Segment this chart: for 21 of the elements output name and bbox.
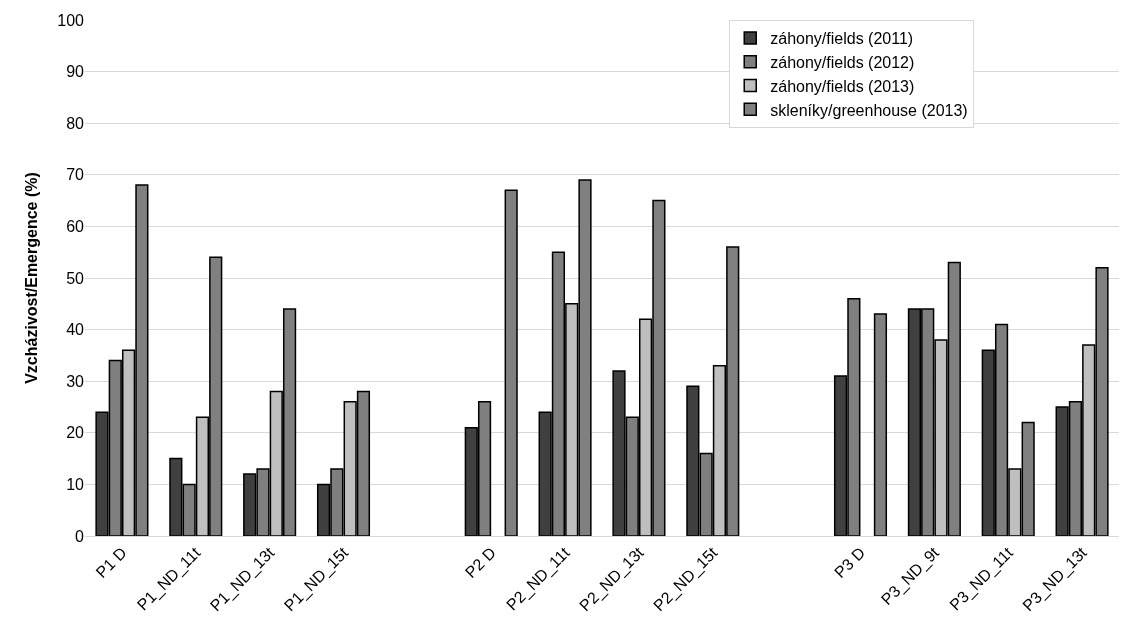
x-tick-label: P1 D: [92, 543, 130, 582]
legend-label: záhony/fields (2012): [770, 53, 915, 71]
y-tick-label: 60: [66, 218, 85, 235]
bar: [504, 189, 518, 536]
y-tick-label: 0: [75, 527, 85, 545]
x-tick-label: P2 D: [461, 543, 499, 582]
x-tick-label: P3 D: [831, 543, 869, 582]
y-tick-label: 20: [66, 424, 85, 442]
y-tick-label: 70: [66, 166, 85, 184]
legend-label: záhony/fields (2011): [770, 30, 914, 48]
y-tick-label: 80: [66, 114, 85, 132]
y-tick-label: 90: [66, 63, 85, 81]
legend-label: záhony/fields (2013): [770, 77, 915, 95]
legend-label: skleníky/greenhouse (2013): [770, 101, 968, 119]
y-tick-label: 100: [57, 11, 85, 29]
y-tick-label: 40: [66, 321, 85, 339]
y-axis-title: Vzcházivost/Emergence (%): [23, 172, 41, 384]
bar: [873, 313, 888, 536]
y-tick-label: 10: [66, 476, 85, 493]
y-tick-label: 50: [66, 269, 85, 287]
y-tick-label: 30: [66, 372, 85, 390]
